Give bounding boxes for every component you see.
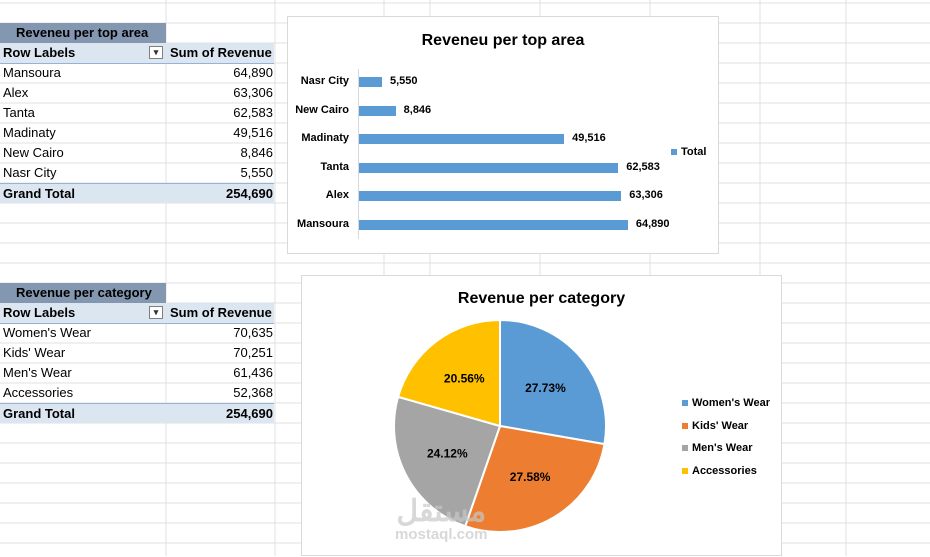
legend-swatch (682, 422, 688, 429)
pie-slice-label: 24.12% (427, 446, 468, 460)
category-table-title[interactable]: Revenue per category (0, 283, 166, 303)
bar-value-label: 8,846 (403, 103, 432, 116)
bar-value-label: 63,306 (629, 189, 663, 202)
category-table-header: Row Labels ▾ Sum of Revenue (0, 303, 274, 324)
filter-dropdown-icon[interactable]: ▾ (149, 306, 163, 319)
category-table-total[interactable]: Grand Total 254,690 (0, 403, 274, 423)
table-row[interactable]: Accessories 52,368 (0, 383, 274, 403)
sum-revenue-header[interactable]: Sum of Revenue (170, 45, 272, 60)
legend-item[interactable]: Men's Wear (682, 442, 753, 454)
bar-value-label: 5,550 (389, 75, 418, 87)
row-label: Men's Wear (3, 365, 72, 380)
row-value: 62,583 (233, 105, 273, 120)
mostaql-watermark: مستقل mostaql.com (395, 495, 488, 544)
watermark-arabic: مستقل (396, 495, 487, 528)
legend-total-label: Total (681, 146, 707, 158)
table-row[interactable]: Women's Wear 70,635 (0, 323, 274, 343)
row-labels-header[interactable]: Row Labels (3, 45, 76, 60)
bar-category-label: Mansoura (297, 218, 349, 230)
row-label: Madinaty (3, 125, 56, 140)
legend-swatch (682, 467, 688, 474)
legend-label: Men's Wear (692, 442, 753, 454)
row-value: 63,306 (233, 85, 273, 100)
grand-total-label: Grand Total (3, 406, 75, 421)
pie-slice-label: 27.58% (510, 470, 551, 484)
grand-total-value: 254,690 (226, 406, 273, 421)
bar[interactable] (359, 162, 619, 173)
pie-slice[interactable] (463, 424, 606, 533)
bar-chart[interactable]: Reveneu per top area Nasr City 5,550 New C… (287, 16, 719, 254)
watermark-latin: mostaql.com (395, 526, 488, 543)
pie-slice-label: 27.73% (525, 381, 566, 395)
pie-chart-title: Revenue per category (457, 290, 626, 307)
legend-label: Accessories (692, 464, 757, 477)
sum-revenue-header[interactable]: Sum of Revenue (170, 305, 272, 320)
row-value: 70,251 (233, 345, 273, 360)
row-value: 5,550 (240, 165, 273, 180)
row-value: 70,635 (233, 325, 273, 340)
row-label: Women's Wear (3, 325, 91, 340)
bar-chart-legend[interactable]: Total (671, 146, 706, 158)
grand-total-value: 254,690 (226, 186, 273, 201)
table-row[interactable]: Madinaty 49,516 (0, 123, 274, 143)
row-label: New Cairo (3, 145, 64, 160)
legend-item[interactable]: Accessories (682, 465, 757, 477)
bar[interactable] (359, 134, 565, 145)
row-label: Kids' Wear (3, 345, 66, 360)
filter-dropdown-icon[interactable]: ▾ (149, 46, 163, 59)
bar-value-label: 64,890 (635, 218, 670, 230)
bar-chart-axis (358, 69, 359, 239)
bar-category-label: New Cairo (295, 103, 349, 116)
bar[interactable] (359, 220, 628, 230)
area-table-title[interactable]: Reveneu per top area (0, 23, 166, 43)
table-row[interactable]: Nasr City 5,550 (0, 163, 274, 183)
pie-slice[interactable] (396, 318, 501, 428)
pie-chart[interactable]: Revenue per category 27.73% 27.58% 24.12% 2… (301, 275, 782, 556)
bar-category-label: Tanta (320, 160, 349, 173)
bar-category-label: Nasr City (300, 75, 349, 87)
bar-category-label: Alex (325, 189, 349, 202)
table-row[interactable]: Mansoura 64,890 (0, 63, 274, 83)
legend-swatch (682, 400, 688, 407)
area-table-total[interactable]: Grand Total 254,690 (0, 183, 274, 203)
row-value: 49,516 (233, 125, 273, 140)
bar-value-label: 62,583 (626, 160, 660, 173)
bar-chart-title: Reveneu per top area (421, 32, 585, 49)
bar[interactable] (359, 77, 382, 87)
legend-label: Kids' Wear (692, 419, 749, 432)
pie-slice-label: 20.56% (444, 372, 485, 386)
legend-item[interactable]: Kids' Wear (682, 420, 748, 432)
legend-label: Women's Wear (692, 397, 771, 409)
row-label: Mansoura (3, 65, 61, 80)
legend-item[interactable]: Women's Wear (682, 397, 770, 409)
row-label: Tanta (3, 105, 35, 120)
row-value: 61,436 (233, 365, 273, 380)
legend-swatch (671, 149, 677, 156)
table-row[interactable]: Tanta 62,583 (0, 103, 274, 123)
table-row[interactable]: Kids' Wear 70,251 (0, 343, 274, 363)
row-label: Nasr City (3, 165, 57, 180)
bar-value-label: 49,516 (572, 132, 606, 145)
grand-total-label: Grand Total (3, 186, 75, 201)
row-label: Accessories (3, 385, 74, 400)
row-labels-header[interactable]: Row Labels (3, 305, 76, 320)
table-row[interactable]: Alex 63,306 (0, 83, 274, 103)
row-label: Alex (3, 85, 29, 100)
area-table-header: Row Labels ▾ Sum of Revenue (0, 43, 274, 64)
pie-slice[interactable] (499, 318, 607, 446)
pie-chart-plot: 27.73% 27.58% 24.12% 20.56% (393, 318, 607, 533)
row-value: 8,846 (240, 145, 273, 160)
bar[interactable] (359, 105, 396, 116)
row-value: 52,368 (233, 385, 273, 400)
pie-slice[interactable] (393, 395, 502, 528)
table-row[interactable]: Men's Wear 61,436 (0, 363, 274, 383)
row-value: 64,890 (233, 65, 273, 80)
legend-swatch (682, 445, 688, 452)
bar[interactable] (359, 191, 622, 202)
bar-category-label: Madinaty (301, 132, 349, 145)
table-row[interactable]: New Cairo 8,846 (0, 143, 274, 163)
